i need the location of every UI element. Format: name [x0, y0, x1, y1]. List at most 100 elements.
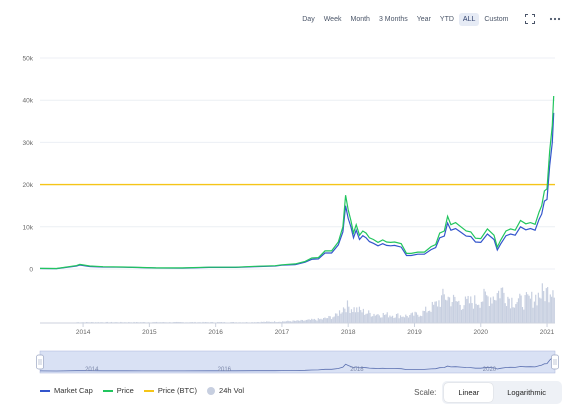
navigator-tick-label: 2016 — [218, 367, 232, 373]
volume-bar — [532, 307, 534, 323]
volume-bar — [319, 319, 321, 323]
volume-bar — [313, 318, 315, 323]
volume-bar — [399, 315, 402, 323]
volume-bar — [292, 320, 294, 323]
navigator-left-handle[interactable] — [36, 354, 44, 370]
volume-bar — [283, 321, 285, 323]
volume-bar — [482, 301, 484, 323]
volume-bar — [397, 313, 399, 323]
volume-bar — [448, 297, 451, 323]
volume-bar — [536, 305, 538, 323]
volume-bar — [311, 318, 313, 323]
volume-bar — [529, 298, 532, 323]
navigator-tick-label: 2018 — [350, 367, 364, 373]
volume-bar — [305, 319, 307, 323]
x-tick-label: 2015 — [142, 329, 157, 336]
volume-bar — [381, 317, 383, 323]
volume-bar — [356, 307, 358, 323]
volume-bar — [527, 294, 529, 323]
volume-bar — [364, 314, 366, 323]
legend-market-cap[interactable]: Market Cap — [40, 386, 93, 395]
volume-bar — [414, 311, 416, 323]
volume-bar — [260, 321, 262, 323]
volume-bar — [494, 299, 496, 323]
volume-bar — [264, 321, 266, 323]
volume-bar — [447, 296, 449, 323]
volume-bar — [431, 301, 433, 323]
volume-bar — [309, 319, 311, 323]
volume-bar — [395, 313, 398, 323]
volume-bar — [263, 321, 265, 323]
y-axis-labels: 0 10k 20k 30k 40k 50k — [23, 56, 34, 274]
volume-bar — [317, 318, 319, 323]
legend-price-btc[interactable]: Price (BTC) — [143, 386, 197, 395]
volume-bar — [334, 313, 337, 323]
volume-bar — [417, 314, 419, 323]
volume-bar — [535, 294, 537, 323]
legend-price[interactable]: Price — [102, 386, 134, 395]
fullscreen-icon[interactable] — [523, 12, 537, 26]
navigator-right-handle[interactable] — [551, 354, 559, 370]
volume-bar — [346, 300, 349, 323]
volume-bar — [345, 312, 347, 323]
volume-bar — [289, 321, 292, 323]
volume-bar — [543, 290, 545, 323]
y-tick-label: 40k — [23, 98, 34, 105]
volume-bar — [479, 307, 481, 323]
volume-bar — [513, 307, 516, 323]
volume-bar — [545, 288, 547, 323]
scale-toggle-group: Linear Logarithmic — [442, 381, 562, 404]
volume-bar — [547, 287, 549, 323]
volume-bar — [508, 298, 510, 323]
navigator-labels: 2014 2016 2018 2020 — [85, 367, 497, 373]
volume-bar — [491, 303, 493, 323]
range-all-button[interactable]: ALL — [459, 12, 479, 26]
volume-bar — [496, 293, 498, 323]
y-tick-label: 50k — [23, 56, 34, 63]
volume-bar — [372, 316, 374, 323]
volume-bar — [516, 302, 518, 323]
legend-price-label: Price — [116, 386, 134, 395]
scale-label: Scale: — [414, 388, 437, 397]
range-custom-button[interactable]: Custom — [484, 15, 509, 23]
volume-bar — [338, 310, 341, 323]
scale-logarithmic-button[interactable]: Logarithmic — [507, 388, 546, 397]
volume-bar — [488, 306, 490, 323]
range-year-button[interactable]: Year — [416, 15, 431, 23]
volume-bar — [467, 295, 469, 323]
volume-bar — [357, 312, 359, 323]
volume-bar — [387, 317, 390, 323]
range-navigator[interactable]: 2014 2016 2018 2020 — [36, 350, 559, 374]
scale-linear-button[interactable]: Linear — [444, 383, 494, 402]
volume-bar — [136, 321, 138, 323]
volume-bar — [499, 298, 501, 323]
range-day-button[interactable]: Day — [302, 15, 315, 23]
range-3-months-button[interactable]: 3 Months — [378, 15, 408, 23]
volume-bar — [462, 308, 464, 323]
volume-bar — [273, 321, 276, 323]
range-month-button[interactable]: Month — [350, 15, 370, 23]
volume-bar — [333, 316, 335, 323]
legend-price-btc-swatch — [143, 389, 154, 392]
volume-bar — [267, 321, 269, 323]
volume-bar — [133, 321, 135, 323]
volume-bar — [531, 291, 533, 323]
range-ytd-button[interactable]: YTD — [439, 15, 454, 23]
more-icon[interactable] — [548, 12, 562, 26]
volume-bar — [435, 301, 437, 323]
navigator-line — [39, 354, 555, 372]
volume-bar — [470, 296, 472, 323]
volume-bar — [456, 301, 459, 323]
volume-bar — [361, 312, 363, 323]
volume-bar — [403, 317, 406, 323]
volume-bar — [525, 292, 528, 323]
volume-bar — [427, 311, 429, 323]
volume-bar — [323, 318, 325, 323]
volume-bar — [344, 308, 346, 323]
legend-24h-vol[interactable]: 24h Vol — [207, 386, 244, 395]
range-week-button[interactable]: Week — [323, 15, 342, 23]
legend-24h-vol-swatch — [207, 386, 216, 395]
volume-bar — [297, 320, 300, 323]
volume-bar — [350, 309, 353, 323]
volume-bar — [262, 321, 264, 323]
